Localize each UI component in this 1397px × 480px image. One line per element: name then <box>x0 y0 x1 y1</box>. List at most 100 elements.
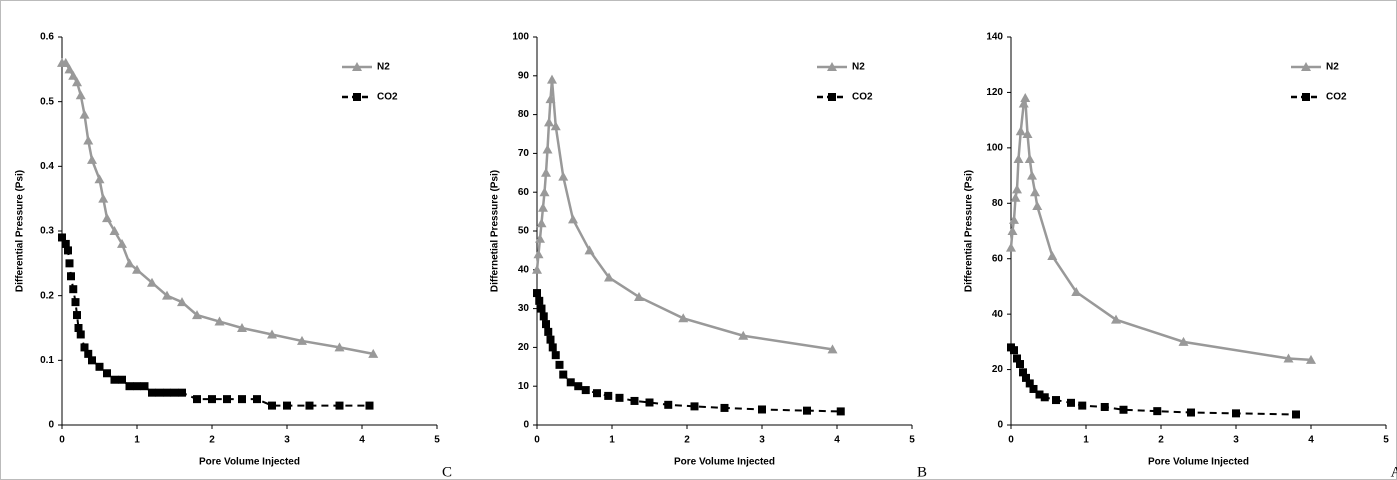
y-axis-label: Differential Pressure (Psi) <box>15 170 26 292</box>
marker <box>1020 92 1031 102</box>
legend-marker <box>1302 93 1310 101</box>
marker <box>87 154 97 164</box>
x-tick-label: 4 <box>1308 435 1314 446</box>
series-line <box>62 61 374 356</box>
marker <box>664 400 673 409</box>
y-tick-label: 20 <box>518 342 530 353</box>
marker <box>1078 401 1087 410</box>
y-tick-label: 40 <box>992 309 1004 320</box>
marker <box>1187 408 1195 417</box>
marker <box>297 335 307 345</box>
marker <box>79 109 90 119</box>
y-tick-label: 0.4 <box>40 161 54 172</box>
y-tick-label: 100 <box>986 142 1003 153</box>
y-tick-label: 0 <box>523 420 529 431</box>
marker <box>1035 390 1044 399</box>
marker <box>720 403 729 412</box>
marker <box>1100 402 1109 411</box>
marker <box>368 348 379 358</box>
y-axis-label: Differential Pressure (Psi) <box>964 170 975 292</box>
y-tick-label: 0.2 <box>40 290 54 301</box>
marker <box>69 285 78 294</box>
marker <box>283 401 291 410</box>
y-tick-label: 40 <box>518 264 530 275</box>
y-tick-label: 80 <box>518 109 530 120</box>
x-axis-label: Pore Volume Injected <box>1148 457 1249 468</box>
x-tick-label: 1 <box>1083 435 1089 446</box>
marker <box>305 401 314 410</box>
marker <box>1232 409 1240 418</box>
x-tick-label: 1 <box>134 435 140 446</box>
y-tick-label: 0.5 <box>40 96 54 107</box>
marker <box>83 135 94 145</box>
y-tick-label: 60 <box>992 253 1004 264</box>
marker <box>678 313 689 323</box>
marker <box>253 395 261 404</box>
x-axis-label: Pore Volume Injected <box>674 457 775 468</box>
marker <box>566 378 575 387</box>
y-tick-label: 90 <box>518 70 530 81</box>
marker <box>1013 153 1024 163</box>
x-tick-label: 0 <box>534 435 540 446</box>
marker <box>124 258 135 268</box>
marker <box>268 401 276 410</box>
marker <box>1047 250 1058 260</box>
marker <box>1029 384 1038 393</box>
marker <box>604 272 614 282</box>
y-tick-label: 80 <box>992 198 1004 209</box>
legend-marker <box>827 62 837 71</box>
series-line <box>535 79 833 351</box>
marker <box>214 316 225 326</box>
x-tick-label: 5 <box>434 435 440 446</box>
marker <box>1022 373 1030 382</box>
marker <box>547 74 557 84</box>
panel-label: A <box>1391 464 1397 480</box>
legend-marker <box>352 62 362 71</box>
marker <box>574 382 583 391</box>
marker <box>1032 201 1043 211</box>
marker <box>68 70 79 80</box>
marker <box>110 375 119 384</box>
marker <box>71 298 80 307</box>
marker <box>1009 214 1019 224</box>
marker <box>74 324 83 332</box>
marker <box>1119 405 1128 414</box>
marker <box>118 375 126 384</box>
marker <box>64 246 72 255</box>
marker <box>544 327 553 336</box>
marker <box>163 388 171 397</box>
x-tick-label: 5 <box>1383 435 1389 446</box>
marker <box>535 296 544 305</box>
marker <box>1306 354 1316 364</box>
marker <box>170 388 179 397</box>
marker <box>1067 398 1075 407</box>
marker <box>102 213 112 223</box>
legend-marker <box>353 93 361 101</box>
marker <box>94 174 105 184</box>
marker <box>550 121 561 131</box>
marker <box>548 343 557 352</box>
marker <box>1013 354 1021 363</box>
marker <box>132 264 142 274</box>
marker <box>537 304 546 313</box>
marker <box>1019 368 1027 377</box>
x-tick-label: 2 <box>209 435 215 446</box>
legend-label: CO2 <box>852 92 873 103</box>
marker <box>73 311 81 320</box>
marker <box>584 245 595 255</box>
marker <box>237 323 247 332</box>
marker <box>148 388 156 397</box>
marker <box>1111 314 1121 324</box>
marker <box>758 405 766 414</box>
marker <box>645 398 654 407</box>
marker <box>125 382 134 391</box>
marker <box>1025 379 1034 388</box>
marker <box>1007 226 1018 235</box>
series-line <box>1009 97 1312 362</box>
marker <box>178 388 186 397</box>
marker <box>1006 242 1016 252</box>
marker <box>593 389 601 398</box>
x-tick-label: 0 <box>59 435 65 446</box>
panel-label: B <box>917 464 927 480</box>
marker <box>109 226 120 235</box>
